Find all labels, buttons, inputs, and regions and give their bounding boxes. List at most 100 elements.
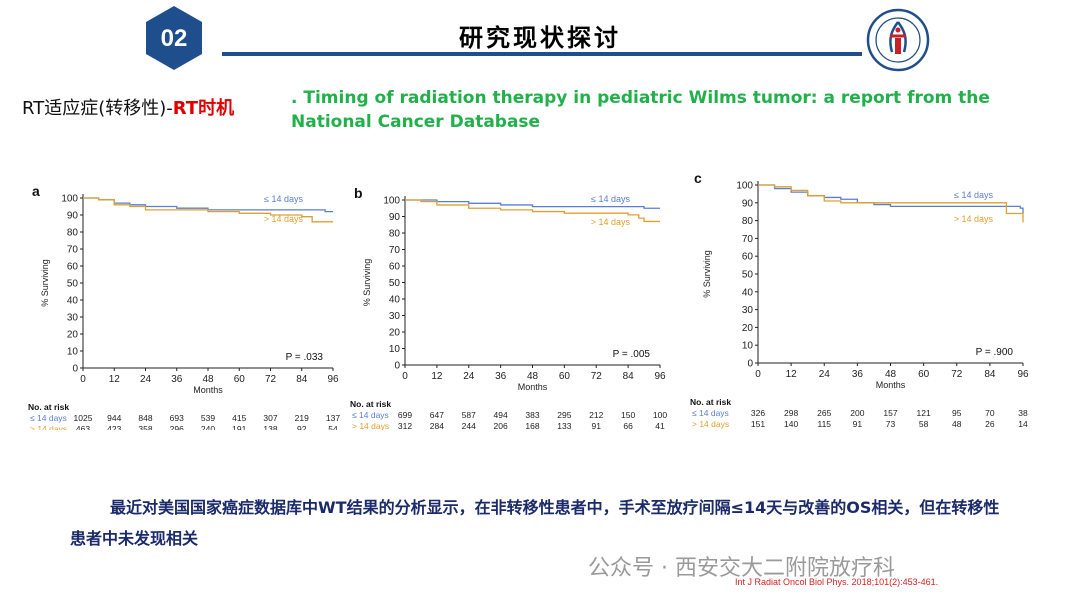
y-tick-label: 80 <box>389 229 401 240</box>
risk-count: 587 <box>462 410 476 420</box>
risk-count: 494 <box>494 410 508 420</box>
y-tick-label: 80 <box>67 228 79 239</box>
y-tick-label: 90 <box>742 198 754 209</box>
x-tick-label: 12 <box>109 374 121 385</box>
risk-count: 137 <box>326 413 340 423</box>
survival-curve-gt14 <box>758 184 1024 223</box>
y-tick-label: 10 <box>67 347 79 358</box>
km-panel-c: c 0 10 20 30 40 50 60 70 80 90 100 0 12 24 36 48 60 72 84 96… <box>690 165 1035 430</box>
header-rule <box>222 52 862 56</box>
risk-count: 54 <box>328 424 338 430</box>
x-tick-label: 24 <box>463 371 475 382</box>
risk-count: 240 <box>201 424 215 430</box>
risk-count: 1025 <box>74 413 93 423</box>
x-tick-label: 84 <box>623 371 635 382</box>
x-tick-label: 96 <box>327 374 339 385</box>
risk-table-header: No. at risk <box>28 402 69 412</box>
x-tick-label: 72 <box>591 371 603 382</box>
risk-count: 73 <box>886 419 896 429</box>
badge-number: 02 <box>161 25 188 52</box>
section-number-badge: 02 <box>146 6 202 70</box>
x-tick-label: 36 <box>171 374 183 385</box>
risk-row-label: > 14 days <box>352 421 389 430</box>
y-tick-label: 60 <box>742 252 754 263</box>
risk-count: 140 <box>784 419 798 429</box>
y-tick-label: 50 <box>742 270 754 281</box>
risk-row-label: ≤ 14 days <box>30 413 67 423</box>
y-tick-label: 20 <box>742 323 754 334</box>
x-tick-label: 0 <box>80 374 86 385</box>
risk-count: 312 <box>398 421 412 430</box>
x-tick-label: 60 <box>234 374 246 385</box>
p-value-label: P = .900 <box>976 347 1014 358</box>
section-label-highlight: RT时机 <box>172 98 235 119</box>
y-tick-label: 10 <box>742 341 754 352</box>
risk-count: 133 <box>557 421 571 430</box>
risk-row-label: > 14 days <box>30 424 67 430</box>
risk-count: 66 <box>623 421 633 430</box>
risk-count: 48 <box>952 419 962 429</box>
x-tick-label: 12 <box>786 369 798 380</box>
risk-count: 693 <box>170 413 184 423</box>
km-chart-c: c 0 10 20 30 40 50 60 70 80 90 100 0 12 24 36 48 60 72 84 96… <box>690 170 1029 429</box>
x-tick-label: 60 <box>918 369 930 380</box>
risk-count: 244 <box>462 421 476 430</box>
y-axis-label: % Surviving <box>702 250 712 298</box>
km-chart-a: a 0 10 20 30 40 50 60 70 80 90 100 0 12 24 36 48 60 72 84 96… <box>28 183 340 430</box>
risk-count: 463 <box>76 424 90 430</box>
y-tick-label: 30 <box>742 305 754 316</box>
risk-count: 138 <box>263 424 277 430</box>
y-tick-label: 90 <box>67 211 79 222</box>
panel-letter: b <box>354 185 363 201</box>
page-title: 研究现状探讨 <box>459 24 621 52</box>
y-tick-label: 60 <box>389 262 401 273</box>
risk-count: 191 <box>232 424 246 430</box>
legend-label: ≤ 14 days <box>954 190 993 200</box>
risk-count: 848 <box>138 413 152 423</box>
x-tick-label: 36 <box>495 371 507 382</box>
risk-count: 383 <box>525 410 539 420</box>
reference-title: . Timing of radiation therapy in pediatr… <box>291 88 990 132</box>
risk-count: 326 <box>751 408 765 418</box>
x-axis-label: Months <box>876 380 906 390</box>
section-label: RT适应症(转移性)-RT时机 <box>22 94 234 120</box>
x-tick-label: 24 <box>819 369 831 380</box>
risk-count: 295 <box>557 410 571 420</box>
y-tick-label: 70 <box>389 245 401 256</box>
x-tick-label: 0 <box>402 371 408 382</box>
km-panel-b: b 0 10 20 30 40 50 60 70 80 90 100 0 12 24 36 48 60 72 84 96… <box>350 185 680 430</box>
risk-count: 358 <box>138 424 152 430</box>
y-tick-label: 70 <box>67 245 79 256</box>
p-value-label: P = .005 <box>613 349 651 360</box>
risk-count: 415 <box>232 413 246 423</box>
risk-count: 58 <box>919 419 929 429</box>
risk-count: 91 <box>592 421 602 430</box>
risk-count: 296 <box>170 424 184 430</box>
risk-count: 91 <box>853 419 863 429</box>
x-tick-label: 36 <box>852 369 864 380</box>
section-label-prefix: RT适应症(转移性)- <box>22 98 173 119</box>
risk-count: 307 <box>263 413 277 423</box>
x-tick-label: 96 <box>1017 369 1029 380</box>
x-tick-label: 48 <box>202 374 214 385</box>
risk-count: 41 <box>655 421 665 430</box>
risk-count: 423 <box>107 424 121 430</box>
y-tick-label: 40 <box>742 287 754 298</box>
x-tick-label: 84 <box>984 369 996 380</box>
risk-count: 200 <box>850 408 864 418</box>
risk-count: 219 <box>295 413 309 423</box>
y-tick-label: 60 <box>67 262 79 273</box>
summary-text: 最近对美国国家癌症数据库中WT结果的分析显示，在非转移性患者中，手术至放疗间隔≤… <box>70 498 1000 548</box>
citation: Int J Radiat Oncol Biol Phys. 2018;101(2… <box>735 577 939 587</box>
y-tick-label: 0 <box>747 359 753 370</box>
risk-row-label: ≤ 14 days <box>692 408 729 418</box>
x-tick-label: 12 <box>431 371 443 382</box>
risk-count: 151 <box>751 419 765 429</box>
risk-count: 115 <box>817 419 831 429</box>
legend-label: ≤ 14 days <box>591 194 630 204</box>
risk-count: 157 <box>883 408 897 418</box>
risk-count: 944 <box>107 413 121 423</box>
risk-count: 38 <box>1018 408 1028 418</box>
y-tick-label: 0 <box>72 364 78 375</box>
survival-curve-gt14 <box>83 197 333 223</box>
